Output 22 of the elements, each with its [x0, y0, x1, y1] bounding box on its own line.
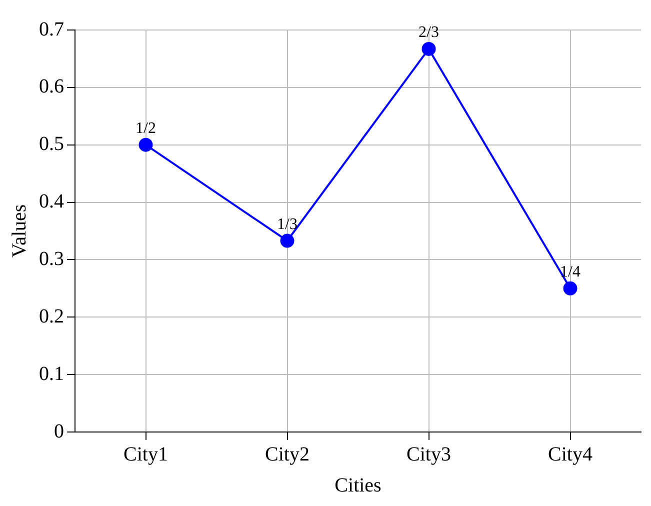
y-tick-label: 0.5	[39, 133, 64, 156]
point	[280, 234, 294, 248]
y-tick-label: 0	[54, 420, 64, 442]
point	[563, 281, 578, 296]
data-label: 2/3	[418, 24, 439, 42]
x-tick-label: City3	[406, 443, 451, 466]
point	[138, 138, 153, 152]
y-tick-label: 0.3	[39, 248, 64, 270]
y-axis-title: Values	[8, 204, 30, 258]
y-tick-label: 0.1	[39, 362, 64, 385]
y-tick-label: 0.4	[39, 190, 64, 213]
x-tick-label: City2	[265, 443, 310, 466]
data-label: 1/3	[277, 216, 298, 233]
data-label: 1/4	[560, 264, 580, 281]
x-tick-label: City4	[548, 443, 592, 466]
y-tick-label: 0.2	[39, 305, 64, 328]
y-tick-label: 0.6	[39, 76, 64, 98]
x-axis-title: Cities	[334, 474, 382, 496]
point	[422, 42, 436, 56]
y-tick-label: 0.7	[39, 18, 64, 40]
data-label: 1/2	[136, 120, 156, 138]
x-tick-label: City1	[124, 443, 168, 466]
